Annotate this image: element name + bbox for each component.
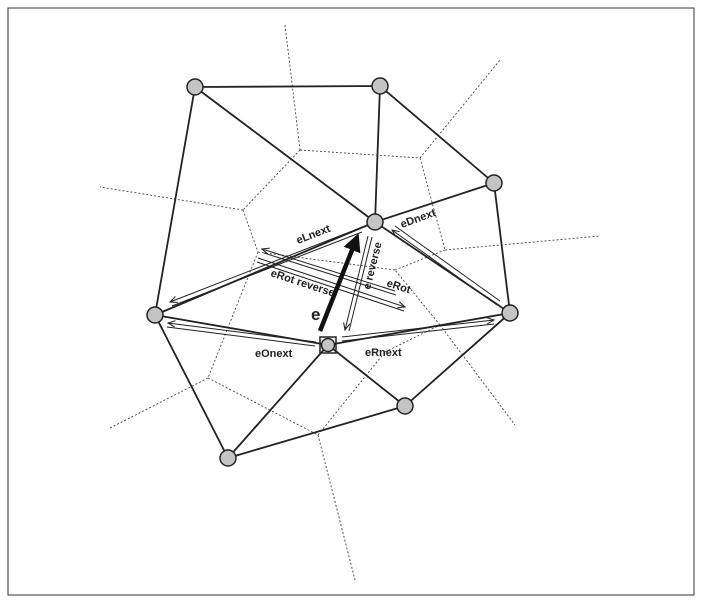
navigation-arrows (167, 225, 501, 347)
vertex (366, 213, 384, 231)
vertex (371, 77, 389, 95)
vertex (219, 449, 237, 467)
label-eonext: eOnext (255, 348, 293, 360)
ernext-arrow (341, 320, 494, 342)
delaunay-edges (154, 85, 511, 459)
eonext-arrow (167, 323, 317, 347)
voronoi-edges (99, 24, 601, 581)
vertex (186, 78, 204, 96)
label-ednext: eDnext (399, 207, 438, 231)
origin-vertex (320, 337, 336, 353)
label-e: e (311, 305, 320, 324)
ednext-arrow (392, 225, 501, 306)
erot-reverse-arrow (262, 249, 397, 296)
origin-vertex-box (319, 336, 337, 354)
main-edge-e (317, 233, 361, 332)
label-erot: eRot (385, 277, 412, 296)
vertex (485, 174, 503, 192)
erot-arrow (256, 257, 405, 312)
vertices (146, 77, 519, 467)
figure-border (7, 7, 695, 596)
vertex (501, 304, 519, 322)
vertex (146, 306, 164, 324)
vertex (396, 397, 414, 415)
label-ernext: eRnext (365, 347, 402, 359)
